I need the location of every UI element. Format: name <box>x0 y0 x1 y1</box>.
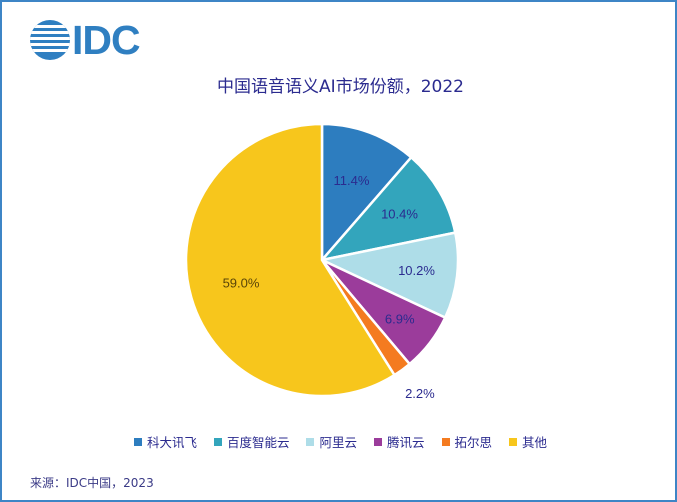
idc-logo: IDC <box>30 17 141 63</box>
pie-slice-label: 10.2% <box>398 263 435 278</box>
pie-slice-label: 59.0% <box>223 275 260 290</box>
legend-item-label: 腾讯云 <box>387 435 425 450</box>
legend-item-label: 百度智能云 <box>226 435 290 450</box>
pie-slice-label: 10.4% <box>381 207 418 222</box>
pie-slice-label: 11.4% <box>334 173 370 188</box>
legend-swatch-icon <box>306 437 315 446</box>
idc-logo-text: IDC <box>72 17 141 63</box>
legend-item-label: 科大讯飞 <box>146 435 197 450</box>
legend-item[interactable]: 其他 <box>509 432 547 451</box>
chart-title: 中国语音语义AI市场份额，2022 <box>217 77 464 97</box>
pie-slice[interactable] <box>320 122 413 264</box>
legend-item[interactable]: 阿里云 <box>306 432 357 451</box>
pie-slice[interactable] <box>318 155 457 262</box>
legend-item-label: 阿里云 <box>319 435 357 450</box>
pie-label-group: 11.4% 10.4% 10.2% 6.9% 2.2% 59.0% <box>223 173 436 401</box>
legend-swatch-icon <box>374 437 382 446</box>
pie-slice-label: 6.9% <box>385 312 415 327</box>
legend-item[interactable]: 腾讯云 <box>374 432 425 451</box>
legend-swatch-icon <box>441 437 450 446</box>
pie-slice-group <box>184 122 460 398</box>
pie-chart-svg: 11.4% 10.4% 10.2% 6.9% 2.2% 59.0% <box>184 122 460 401</box>
legend-item[interactable]: 百度智能云 <box>213 432 290 451</box>
idc-globe-icon <box>30 20 70 60</box>
legend-swatch-icon <box>509 437 518 446</box>
pie-slice[interactable] <box>184 122 397 398</box>
legend-swatch-icon <box>213 437 222 446</box>
legend-item-label: 其他 <box>522 435 548 450</box>
pie-chart: 11.4% 10.4% 10.2% 6.9% 2.2% 59.0% <box>142 112 502 412</box>
legend-item[interactable]: 拓尔思 <box>441 432 493 451</box>
pie-slice-label: 2.2% <box>405 386 435 401</box>
chart-legend: 科大讯飞 百度智能云 阿里云 腾讯云 拓尔思 其他 <box>2 432 677 451</box>
source-note: 来源：IDC中国，2023 <box>30 476 154 490</box>
legend-item[interactable]: 科大讯飞 <box>133 432 197 451</box>
pie-slice[interactable] <box>318 231 460 320</box>
legend-swatch-icon <box>133 437 142 446</box>
legend-item-label: 拓尔思 <box>454 435 493 450</box>
